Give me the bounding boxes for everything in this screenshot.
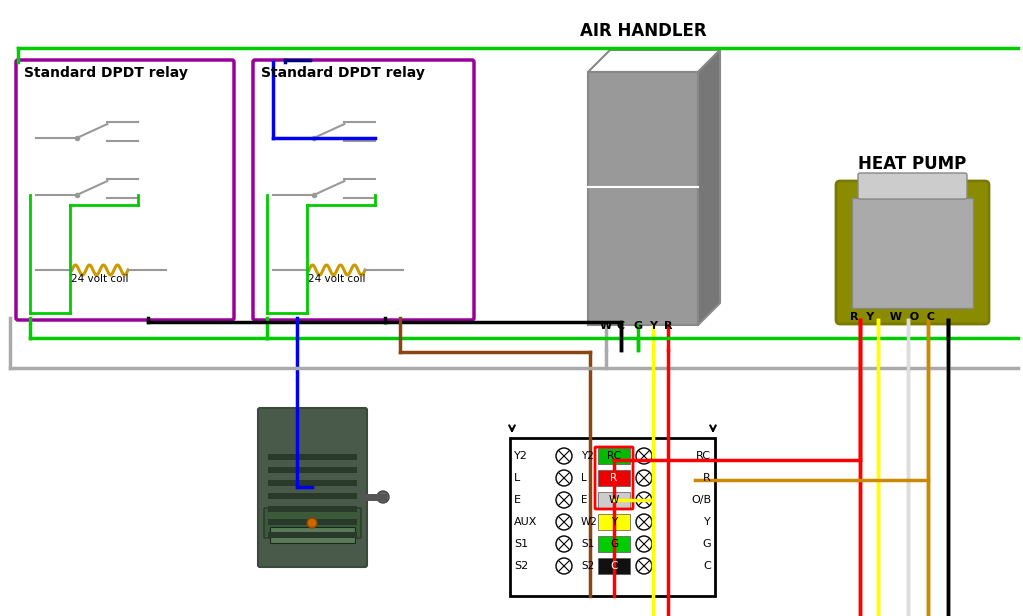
Text: E: E [514, 495, 521, 505]
Bar [598, 558, 630, 574]
Bar [268, 532, 357, 538]
Bar [268, 493, 357, 499]
Text: RC: RC [607, 451, 621, 461]
Text: R: R [664, 321, 672, 331]
Text: AIR HANDLER: AIR HANDLER [580, 22, 706, 40]
Circle shape [636, 536, 652, 552]
Text: S1: S1 [514, 539, 528, 549]
Bar [268, 506, 357, 512]
Text: Y: Y [704, 517, 711, 527]
Text: Y2: Y2 [514, 451, 528, 461]
Text: W: W [599, 321, 612, 331]
Bar [268, 519, 357, 525]
Circle shape [555, 492, 572, 508]
Bar [268, 467, 357, 473]
Text: G: G [703, 539, 711, 549]
Text: Y2: Y2 [581, 451, 594, 461]
Bar [598, 536, 630, 552]
Bar [598, 470, 630, 486]
Circle shape [636, 514, 652, 530]
Bar [598, 448, 630, 464]
Text: G: G [633, 321, 642, 331]
Text: 24 volt coil: 24 volt coil [308, 274, 366, 284]
Circle shape [307, 518, 317, 528]
Text: R: R [611, 473, 618, 483]
Bar [852, 198, 973, 308]
FancyBboxPatch shape [264, 508, 361, 538]
Text: 24 volt coil: 24 volt coil [72, 274, 129, 284]
Circle shape [555, 558, 572, 574]
Text: S2: S2 [514, 561, 528, 571]
Circle shape [555, 448, 572, 464]
Text: Y: Y [611, 517, 617, 527]
Bar [598, 492, 630, 508]
Text: O/B: O/B [691, 495, 711, 505]
Text: W: W [609, 495, 619, 505]
Circle shape [555, 470, 572, 486]
Text: Standard DPDT relay: Standard DPDT relay [261, 66, 425, 80]
Bar [588, 72, 698, 325]
Text: R  Y    W  O  C: R Y W O C [850, 312, 935, 322]
Text: C: C [611, 561, 618, 571]
Polygon shape [588, 50, 720, 72]
Text: E: E [581, 495, 587, 505]
Circle shape [555, 536, 572, 552]
Text: RC: RC [696, 451, 711, 461]
Bar [268, 480, 357, 486]
FancyBboxPatch shape [836, 181, 989, 324]
Text: Standard DPDT relay: Standard DPDT relay [24, 66, 188, 80]
FancyBboxPatch shape [258, 408, 367, 567]
FancyBboxPatch shape [858, 173, 967, 199]
Text: S1: S1 [581, 539, 594, 549]
Text: HEAT PUMP: HEAT PUMP [858, 155, 966, 173]
Bar [510, 438, 715, 596]
Bar [268, 454, 357, 460]
Text: L: L [514, 473, 521, 483]
Text: G: G [610, 539, 618, 549]
Circle shape [636, 448, 652, 464]
Circle shape [555, 514, 572, 530]
Bar [270, 527, 355, 543]
Text: R: R [703, 473, 711, 483]
Text: L: L [581, 473, 587, 483]
Text: C: C [617, 321, 625, 331]
Polygon shape [698, 50, 720, 325]
Circle shape [377, 491, 389, 503]
Text: AUX: AUX [514, 517, 537, 527]
Text: S2: S2 [581, 561, 594, 571]
Circle shape [636, 470, 652, 486]
Circle shape [636, 558, 652, 574]
Circle shape [636, 492, 652, 508]
Text: Y: Y [649, 321, 657, 331]
Text: W2: W2 [581, 517, 597, 527]
Text: C: C [703, 561, 711, 571]
Bar [598, 514, 630, 530]
